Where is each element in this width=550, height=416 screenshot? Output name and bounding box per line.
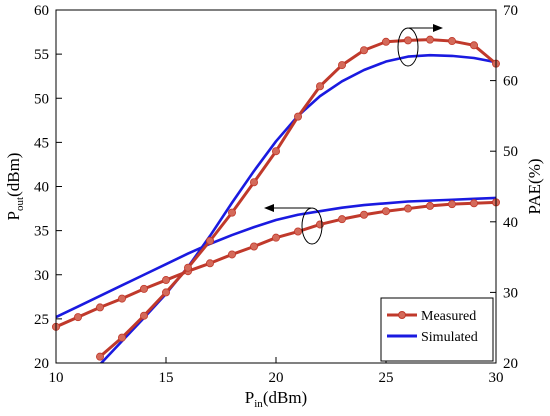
x-tick-label: 10 — [49, 370, 64, 386]
y-left-tick-label: 25 — [34, 312, 49, 328]
data-point-measured-pae — [183, 263, 192, 272]
data-point-measured-pae — [139, 311, 148, 320]
data-point-measured-pae — [469, 41, 478, 50]
x-tick-label: 30 — [489, 370, 504, 386]
data-point-measured-pout — [205, 259, 214, 268]
data-point-measured-pae — [447, 37, 456, 46]
y-left-tick-label: 20 — [34, 356, 49, 372]
annotation-ellipse-pout — [301, 207, 323, 245]
data-point-measured-pout — [469, 199, 478, 208]
y-left-tick-label: 40 — [34, 180, 49, 196]
x-tick-label: 20 — [269, 370, 284, 386]
data-point-measured-pout — [227, 250, 236, 259]
data-point-measured-pae — [249, 178, 258, 187]
data-point-measured-pout — [271, 233, 280, 242]
data-point-measured-pae — [381, 37, 390, 46]
data-point-measured-pae — [227, 208, 236, 217]
annotation-layer — [264, 24, 443, 245]
y-right-tick-label: 70 — [503, 3, 518, 19]
y-right-axis-label: PAE(%) — [525, 158, 544, 214]
series-line-simulated-pout — [56, 196, 496, 319]
data-point-measured-pae — [161, 288, 170, 297]
data-point-measured-pout — [403, 204, 412, 213]
data-point-measured-pout — [315, 220, 324, 229]
y-left-tick-label: 55 — [34, 47, 49, 63]
data-point-measured-pae — [271, 147, 280, 156]
legend-label-simulated: Simulated — [421, 330, 478, 345]
data-point-measured-pae — [96, 352, 105, 361]
y-right-tick-label: 20 — [503, 356, 518, 372]
y-left-axis-label-main: P — [4, 211, 23, 220]
x-axis-label-unit: (dBm) — [263, 388, 307, 407]
y-left-axis-label-sub: out — [14, 197, 26, 211]
series-layer — [52, 35, 500, 363]
data-point-measured-pout — [74, 313, 83, 322]
data-point-measured-pout — [337, 215, 346, 224]
y-right-tick-label: 40 — [503, 215, 518, 231]
data-point-measured-pae — [337, 61, 346, 70]
data-point-measured-pae — [293, 112, 302, 121]
x-axis-label: Pin(dBm) — [245, 388, 307, 410]
x-axis-label-main: P — [245, 388, 254, 407]
y-left-tick-label: 45 — [34, 135, 49, 151]
data-point-measured-pout — [293, 227, 302, 236]
data-point-measured-pae — [118, 333, 127, 342]
data-point-measured-pout — [139, 284, 148, 293]
annotation-ellipse-pae — [397, 27, 419, 67]
arrow-left-icon — [264, 204, 274, 212]
x-tick-label: 25 — [379, 370, 394, 386]
data-point-measured-pout — [118, 294, 127, 303]
data-point-measured-pout — [249, 242, 258, 251]
y-left-tick-label: 50 — [34, 91, 49, 107]
x-axis-label-sub: in — [254, 398, 263, 410]
data-point-measured-pout — [96, 303, 105, 312]
data-point-measured-pae — [403, 36, 412, 45]
data-point-measured-pae — [205, 236, 214, 245]
data-point-measured-pout — [447, 200, 456, 209]
data-point-measured-pae — [315, 82, 324, 91]
data-point-measured-pae — [425, 35, 434, 44]
y-right-tick-label: 30 — [503, 285, 518, 301]
data-point-measured-pout — [161, 276, 170, 285]
data-point-measured-pae — [359, 46, 368, 55]
y-left-axis-label-unit: (dBm) — [4, 153, 23, 197]
y-right-tick-label: 60 — [503, 74, 518, 90]
x-tick-label: 15 — [159, 370, 174, 386]
data-point-measured-pout — [359, 210, 368, 219]
y-left-tick-label: 30 — [34, 268, 49, 284]
y-right-tick-label: 50 — [503, 144, 518, 160]
data-point-measured-pout — [381, 207, 390, 216]
legend-box — [380, 297, 494, 362]
y-left-axis-label: Pout(dBm) — [4, 153, 26, 221]
y-left-tick-label: 60 — [34, 3, 49, 19]
y-left-tick-label: 35 — [34, 224, 49, 240]
legend-marker-measured — [398, 311, 406, 319]
data-point-measured-pout — [425, 201, 434, 210]
legend: Measured Simulated — [380, 297, 494, 362]
legend-label-measured: Measured — [421, 309, 476, 324]
arrow-right-icon — [433, 24, 443, 32]
